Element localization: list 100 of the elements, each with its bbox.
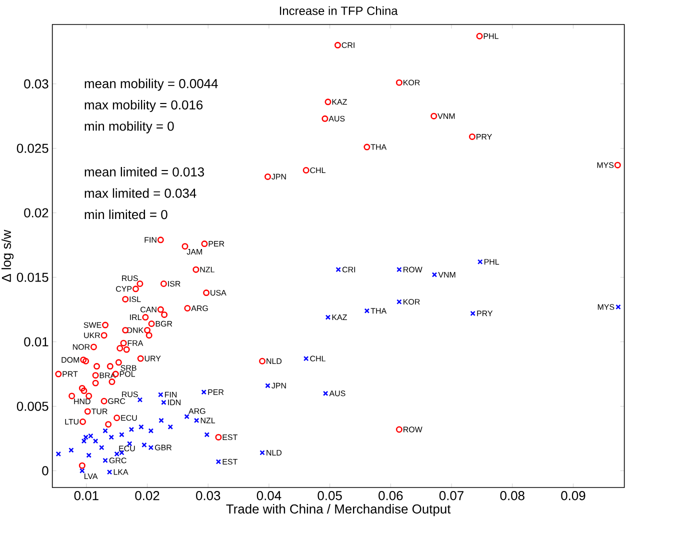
point: [94, 363, 100, 370]
point: [148, 444, 154, 450]
point: [105, 421, 112, 428]
point: [80, 356, 87, 364]
point: [86, 452, 92, 458]
point: [476, 32, 483, 40]
point: [616, 304, 621, 310]
point: [265, 383, 270, 388]
point: [123, 346, 130, 353]
point: [161, 311, 168, 318]
point: [364, 308, 370, 314]
point: [396, 426, 402, 433]
point: [138, 424, 144, 430]
point: [68, 392, 76, 400]
point: [120, 340, 127, 346]
point: [137, 397, 143, 402]
point: [430, 112, 438, 120]
point: [334, 42, 341, 48]
point: [201, 240, 208, 248]
point: [108, 434, 114, 440]
point: [106, 469, 112, 475]
point: [115, 359, 122, 366]
point: [80, 388, 88, 394]
point: [148, 428, 154, 434]
point: [396, 79, 402, 86]
point: [182, 243, 188, 250]
point: [122, 296, 129, 302]
x-tick-label: 0.04: [256, 491, 282, 500]
point: [99, 444, 104, 450]
point: [102, 322, 109, 328]
point: [78, 462, 86, 469]
point: [216, 459, 222, 464]
point: [100, 398, 108, 404]
annotation: mean mobility = 0.0044: [84, 78, 218, 91]
point: [161, 400, 166, 406]
point: [82, 358, 90, 364]
point: [137, 355, 144, 362]
x-tick-label: 0.09: [561, 491, 586, 500]
x-tick-label: 0.03: [196, 491, 220, 500]
point: [80, 418, 86, 426]
point: [84, 408, 91, 415]
point: [55, 370, 62, 378]
point: [132, 286, 139, 292]
y-tick-label: 0.025: [16, 144, 48, 153]
y-tick-label: 0: [42, 466, 48, 476]
point: [158, 392, 164, 398]
point: [364, 144, 370, 150]
point: [119, 432, 124, 438]
point: [102, 458, 108, 464]
point: [160, 280, 167, 288]
point: [92, 380, 99, 386]
point: [184, 414, 190, 420]
x-tick-label: 0.06: [378, 491, 403, 500]
annotation: min limited = 0: [84, 210, 168, 220]
point: [56, 451, 62, 457]
point: [324, 98, 332, 106]
x-tick-label: 0.05: [318, 491, 342, 500]
point: [81, 438, 87, 444]
annotation: min mobility = 0: [84, 121, 174, 134]
point: [92, 438, 98, 444]
point: [78, 384, 86, 392]
y-tick-label: 0.005: [16, 402, 48, 411]
point: [80, 468, 85, 474]
point: [396, 266, 402, 272]
x-tick-label: 0.01: [74, 491, 98, 500]
point: [204, 432, 210, 438]
point: [477, 259, 483, 264]
point: [106, 363, 114, 370]
point: [116, 344, 124, 352]
y-tick-label: 0.03: [24, 79, 48, 88]
y-axis-title: Δ log s/w: [1, 230, 14, 282]
x-tick-label: 0.07: [439, 491, 464, 500]
point: [142, 314, 149, 321]
point: [260, 450, 265, 456]
point: [148, 320, 155, 327]
point: [396, 299, 402, 304]
point: [325, 314, 331, 320]
annotation: mean limited = 0.013: [84, 167, 204, 177]
point: [114, 414, 120, 422]
point: [90, 344, 97, 350]
point: [100, 332, 108, 339]
point: [470, 310, 476, 316]
point: [303, 356, 309, 362]
y-tick-label: 0.01: [24, 337, 48, 346]
point: [322, 115, 328, 122]
point: [194, 418, 200, 424]
point: [144, 326, 151, 334]
point: [302, 167, 310, 174]
point: [157, 236, 164, 244]
point: [158, 418, 164, 424]
point: [128, 426, 134, 432]
point: [201, 389, 206, 395]
annotation: max limited = 0.034: [84, 188, 196, 198]
y-tick-label: 0.02: [24, 208, 48, 218]
point: [192, 266, 200, 273]
point: [92, 372, 99, 379]
point: [157, 306, 164, 313]
point: [108, 378, 116, 386]
point: [336, 266, 341, 272]
point: [614, 162, 621, 168]
